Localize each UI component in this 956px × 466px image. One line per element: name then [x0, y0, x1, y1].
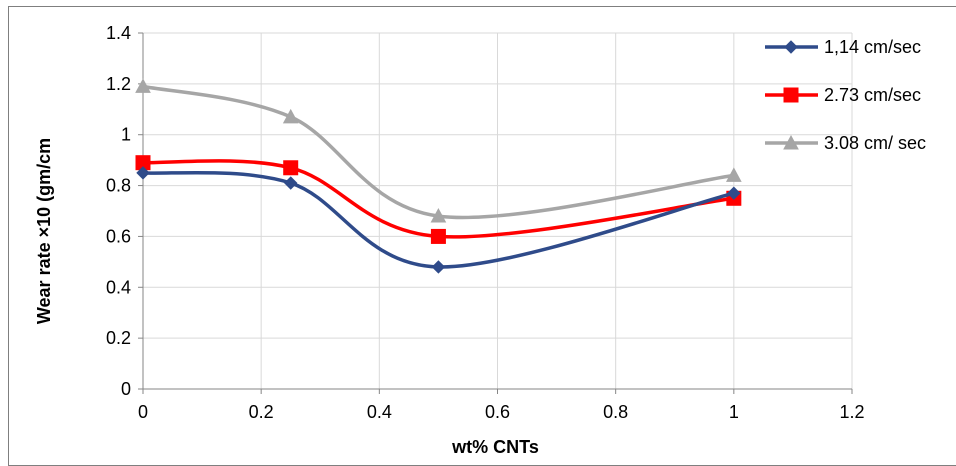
data-point-marker — [430, 228, 446, 244]
y-tick-label: 0 — [121, 379, 131, 399]
x-tick-label: 1 — [729, 402, 739, 422]
data-point-marker — [136, 166, 150, 180]
data-point-marker — [727, 186, 741, 200]
legend-entry: 3.08 cm/ sec — [765, 133, 926, 153]
x-tick-label: 0.2 — [249, 402, 274, 422]
series-1 — [136, 166, 741, 274]
y-axis-title: Wear rate ×10 (gm/cm — [34, 138, 54, 324]
x-tick-label: 0.8 — [603, 402, 628, 422]
x-tick-label: 0.4 — [367, 402, 392, 422]
y-tick-label: 1.4 — [106, 23, 131, 43]
data-point-marker — [282, 108, 299, 124]
series-2 — [135, 155, 742, 244]
legend: 1,14 cm/sec 2.73 cm/sec 3.08 cm/ sec — [765, 37, 926, 153]
series-3 — [135, 78, 742, 223]
series-layer — [135, 78, 742, 274]
data-point-marker — [430, 208, 447, 223]
legend-marker — [783, 87, 799, 103]
legend-marker — [784, 40, 798, 54]
data-point-marker — [725, 167, 742, 182]
x-axis-title: wt% CNTs — [451, 437, 539, 457]
legend-entry: 1,14 cm/sec — [765, 37, 921, 57]
legend-label: 3.08 cm/ sec — [824, 133, 926, 153]
data-point-marker — [284, 176, 298, 190]
legend-label: 1,14 cm/sec — [824, 37, 921, 57]
data-point-marker — [431, 260, 446, 274]
y-tick-label: 1.2 — [106, 74, 131, 94]
y-tick-label: 0.4 — [106, 277, 131, 297]
x-tick-label: 0.6 — [485, 402, 510, 422]
series-line — [142, 170, 735, 269]
axis-layer: 0 0.2 0.4 0.6 0.8 1 1.2 1.4 0 0.2 0.4 0.6 0.8 1 1.2 — [106, 23, 865, 422]
x-tick-label: 1.2 — [839, 402, 864, 422]
legend-label: 2.73 cm/sec — [824, 85, 921, 105]
y-tick-label: 1 — [121, 125, 131, 145]
legend-marker — [783, 134, 799, 150]
y-tick-label: 0.8 — [106, 176, 131, 196]
data-point-marker — [283, 160, 299, 176]
legend-entry: 2.73 cm/sec — [765, 85, 921, 105]
y-tick-label: 0.6 — [106, 226, 131, 246]
series-line — [142, 159, 735, 239]
grid-layer — [142, 32, 853, 390]
series-line — [142, 84, 735, 220]
data-point-marker — [135, 78, 151, 93]
x-tick-label: 0 — [138, 402, 148, 422]
y-tick-label: 0.2 — [106, 328, 131, 348]
